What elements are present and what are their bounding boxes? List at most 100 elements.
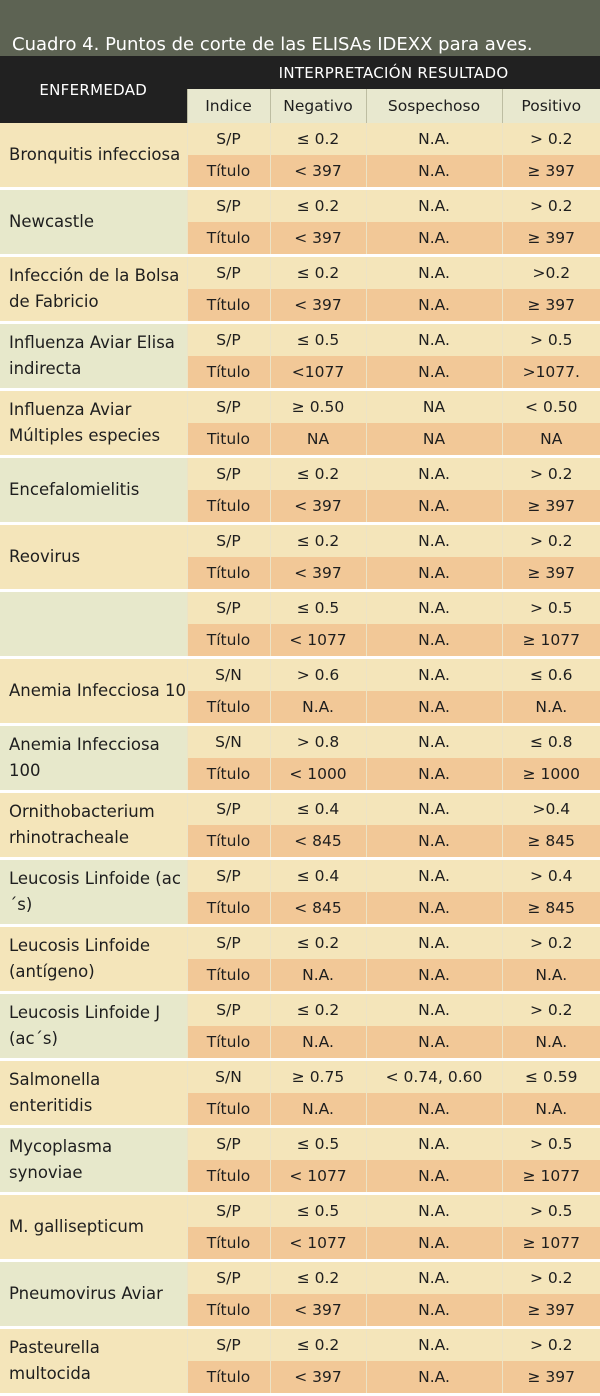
cell-positive: ≥ 845 [501,825,600,860]
disease-name: Leucosis Linfoide J (ac´s) [0,992,187,1061]
cell-positive: >0.2 [501,255,600,289]
cell-positive: > 0.2 [501,456,600,490]
table-row: Título <1077 N.A. >1077. [0,356,600,391]
cell-positive: ≥ 397 [501,557,600,592]
table-row: Título < 397 N.A. ≥ 397 [0,557,600,592]
table-row: Título < 397 N.A. ≥ 397 [0,1294,600,1329]
cell-positive: ≥ 397 [501,1294,600,1329]
table-row: Anemia Infecciosa 100 S/N > 0.8 N.A. ≤ 0.8 [0,724,600,793]
cell-suspect: N.A. [365,691,502,726]
cell-index: S/N [186,724,270,758]
table-row: Título N.A. N.A. N.A. [0,1026,600,1061]
disease-name: Newcastle [0,188,187,257]
cell-index: S/P [186,1327,270,1361]
cell-negative: N.A. [269,1093,366,1128]
cell-suspect: N.A. [365,255,502,289]
table-row: Título < 1077 N.A. ≥ 1077 [0,1160,600,1195]
cell-negative: < 845 [269,892,366,927]
cell-positive: > 0.5 [501,1193,600,1227]
cell-negative: ≤ 0.4 [269,858,366,892]
disease-name: Pasteurella multocida [0,1327,187,1396]
table-row: Leucosis Linfoide J (ac´s) S/P ≤ 0.2 N.A. > … [0,992,600,1061]
table-row: Título < 1077 N.A. ≥ 1077 [0,1227,600,1262]
cell-suspect: N.A. [365,624,502,659]
table-row: Título < 845 N.A. ≥ 845 [0,892,600,927]
table-row: Título < 397 N.A. ≥ 397 [0,490,600,525]
cell-index: Título [186,1160,270,1195]
disease-name: Leucosis Linfoide (antígeno) [0,925,187,994]
cell-index: S/P [186,1260,270,1294]
cell-suspect: N.A. [365,925,502,959]
cell-negative: < 845 [269,825,366,860]
table-row: Mycoplasma synoviae S/P ≤ 0.5 N.A. > 0.5 [0,1126,600,1195]
table-row: Encefalomielitis S/P ≤ 0.2 N.A. > 0.2 [0,456,600,525]
cell-suspect: N.A. [365,1294,502,1329]
cell-positive: > 0.5 [501,590,600,624]
cell-negative: < 1077 [269,1160,366,1195]
cell-index: S/P [186,456,270,490]
cell-positive: ≥ 1077 [501,1227,600,1262]
cell-negative: ≤ 0.5 [269,322,366,356]
cell-negative: ≤ 0.5 [269,590,366,624]
cell-suspect: N.A. [365,724,502,758]
disease-name: Ornithobacterium rhinotracheale [0,791,187,860]
header-interpretation: INTERPRETACIÓN RESULTADO [187,56,600,89]
cell-suspect: N.A. [365,1227,502,1262]
cell-negative: < 397 [269,490,366,525]
table-row: Título N.A. N.A. N.A. [0,1093,600,1128]
cell-positive: N.A. [501,1026,600,1061]
cell-negative: < 1077 [269,1227,366,1262]
cell-index: S/P [186,188,270,222]
cell-index: Título [186,1093,270,1128]
cell-positive: ≤ 0.59 [501,1059,600,1093]
cell-index: S/P [186,925,270,959]
cell-negative: ≥ 0.50 [269,389,366,423]
cell-suspect: N.A. [365,791,502,825]
cell-index: Titulo [186,423,270,458]
cell-negative: N.A. [269,691,366,726]
table-row: Newcastle S/P ≤ 0.2 N.A. > 0.2 [0,188,600,257]
disease-name: Bronquitis infecciosa [0,123,187,190]
cell-index: S/N [186,1059,270,1093]
cell-negative: ≤ 0.5 [269,1126,366,1160]
cell-index: S/P [186,1193,270,1227]
cell-negative: ≤ 0.2 [269,456,366,490]
cell-positive: > 0.4 [501,858,600,892]
cell-index: S/P [186,590,270,624]
cell-negative: ≤ 0.2 [269,255,366,289]
disease-name: Encefalomielitis [0,456,187,525]
cell-suspect: N.A. [365,1260,502,1294]
table-row: Infección de la Bolsa de Fabricio S/P ≤ 0.… [0,255,600,324]
table-row: S/P ≤ 0.5 N.A. > 0.5 [0,590,600,659]
disease-name: Anemia Infecciosa 10 [0,657,187,726]
cell-positive: > 0.2 [501,523,600,557]
disease-name: Leucosis Linfoide (ac´s) [0,858,187,927]
cell-positive: ≥ 1077 [501,624,600,659]
cell-suspect: N.A. [365,322,502,356]
disease-name [0,590,187,659]
cell-positive: > 0.2 [501,123,600,155]
cell-index: Título [186,892,270,927]
cell-suspect: N.A. [365,1361,502,1396]
cell-suspect: N.A. [365,1026,502,1061]
cell-negative: ≤ 0.2 [269,523,366,557]
cell-negative: < 397 [269,155,366,190]
cell-positive: > 0.5 [501,322,600,356]
cell-negative: ≤ 0.2 [269,925,366,959]
cell-suspect: N.A. [365,1126,502,1160]
cell-suspect: NA [365,389,502,423]
cell-positive: > 0.2 [501,188,600,222]
cell-positive: ≤ 0.6 [501,657,600,691]
table-row: Titulo NA NA NA [0,423,600,458]
cell-negative: N.A. [269,959,366,994]
cell-positive: < 0.50 [501,389,600,423]
table-row: Influenza Aviar Elisa indirecta S/P ≤ 0.5 N… [0,322,600,391]
disease-name: Influenza Aviar Elisa indirecta [0,322,187,391]
table-row: Leucosis Linfoide (antígeno) S/P ≤ 0.2 N.A.… [0,925,600,994]
cell-positive: >0.4 [501,791,600,825]
cell-index: Título [186,1294,270,1329]
cell-suspect: N.A. [365,456,502,490]
cell-negative: < 1077 [269,624,366,659]
disease-name: Influenza Aviar Múltiples especies [0,389,187,458]
cell-positive: > 0.2 [501,992,600,1026]
